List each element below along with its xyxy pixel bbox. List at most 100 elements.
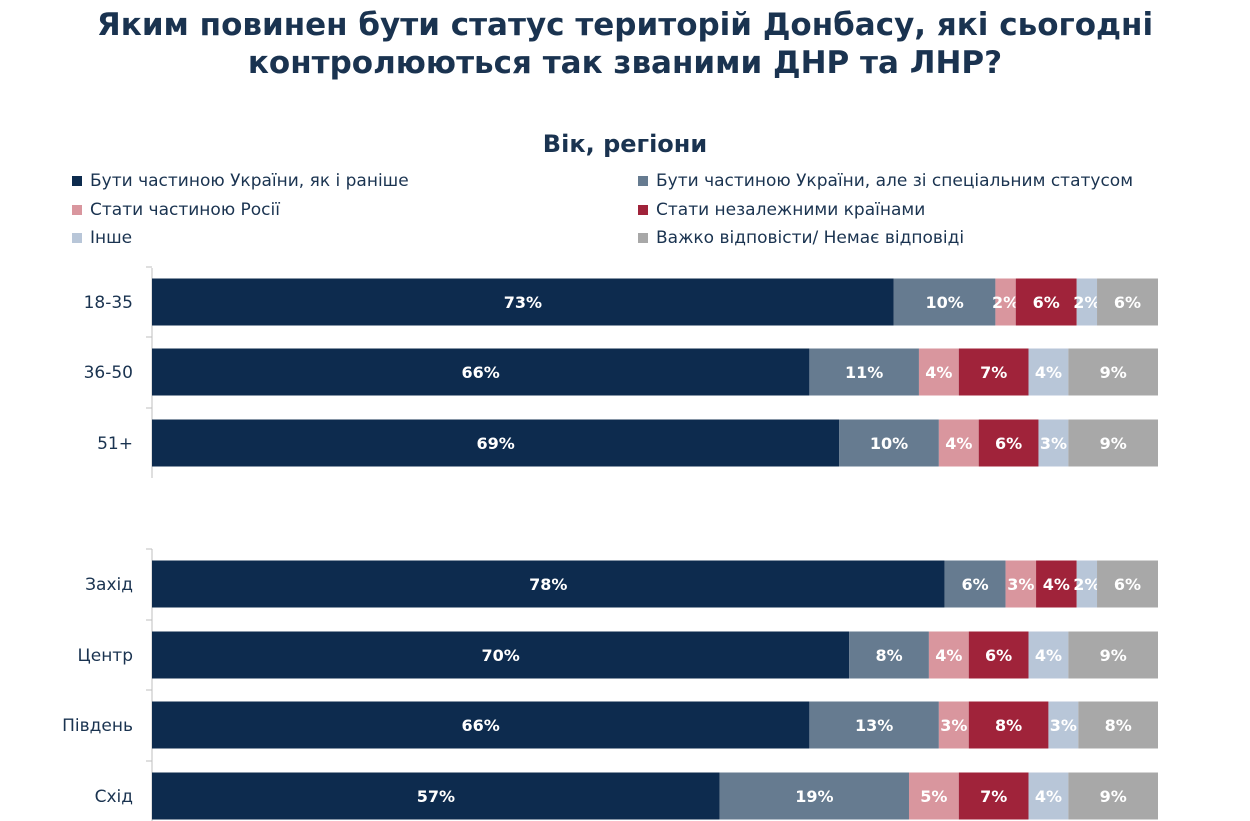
data-label: 9% xyxy=(1100,646,1127,665)
bar-segment xyxy=(1097,560,1158,608)
data-label: 4% xyxy=(1043,575,1070,594)
legend-label: Стати незалежними країнами xyxy=(656,200,926,220)
chart-subtitle: Вік, регіони xyxy=(542,130,708,158)
bar-segment xyxy=(1028,348,1069,396)
data-label: 5% xyxy=(920,787,947,806)
data-label: 4% xyxy=(935,646,962,665)
legend-label: Важко відповісти/ Немає відповіді xyxy=(656,228,965,248)
data-label: 66% xyxy=(462,716,500,735)
bar-segment xyxy=(849,631,929,679)
category-label: Центр xyxy=(78,646,133,666)
data-label: 4% xyxy=(925,363,952,382)
data-label: 10% xyxy=(925,293,963,312)
bar-segment xyxy=(1097,278,1158,326)
data-label: 57% xyxy=(417,787,455,806)
bar-segment xyxy=(968,631,1029,679)
data-label: 4% xyxy=(1035,646,1062,665)
legend-label: Бути частиною України, але зі спеціальни… xyxy=(656,171,1134,191)
bar-segment xyxy=(918,348,959,396)
bar-segment xyxy=(152,701,810,749)
legend-label: Інше xyxy=(90,228,133,248)
data-label: 6% xyxy=(1114,293,1141,312)
bar-segment xyxy=(809,348,919,396)
legend-swatch xyxy=(72,205,82,215)
data-label: 3% xyxy=(1050,716,1077,735)
bar-segment xyxy=(1068,631,1158,679)
category-label: 51+ xyxy=(97,434,133,454)
bar-segment xyxy=(152,560,945,608)
data-label: 8% xyxy=(875,646,902,665)
data-label: 8% xyxy=(1105,716,1132,735)
data-label: 8% xyxy=(995,716,1022,735)
data-label: 11% xyxy=(845,363,883,382)
bar-segment xyxy=(1036,560,1077,608)
bar-segment xyxy=(978,419,1039,467)
data-label: 4% xyxy=(1035,787,1062,806)
bar-segment xyxy=(1015,278,1077,326)
data-label: 7% xyxy=(980,787,1007,806)
legend-swatch xyxy=(72,233,82,243)
category-label: 18-35 xyxy=(84,293,133,313)
data-label: 9% xyxy=(1100,434,1127,453)
legend-swatch xyxy=(638,205,648,215)
data-label: 4% xyxy=(945,434,972,453)
data-label: 9% xyxy=(1100,363,1127,382)
data-label: 19% xyxy=(795,787,833,806)
bar-segment xyxy=(1005,560,1037,608)
data-label: 6% xyxy=(985,646,1012,665)
bar-segment xyxy=(152,348,810,396)
data-label: 6% xyxy=(962,575,989,594)
bar-segment xyxy=(1048,701,1079,749)
bar-segment xyxy=(1068,348,1158,396)
data-label: 7% xyxy=(980,363,1007,382)
bar-segment xyxy=(1076,560,1098,608)
bar-segment xyxy=(1038,419,1069,467)
data-label: 69% xyxy=(476,434,514,453)
chart-title: Яким повинен бути статус територій Донба… xyxy=(0,6,1250,82)
legend-label: Бути частиною України, як і раніше xyxy=(90,171,409,191)
data-label: 6% xyxy=(995,434,1022,453)
data-label: 3% xyxy=(1007,575,1034,594)
bar-segment xyxy=(1076,278,1098,326)
data-label: 10% xyxy=(870,434,908,453)
legend-swatch xyxy=(638,233,648,243)
data-label: 3% xyxy=(1040,434,1067,453)
data-label: 2% xyxy=(1073,575,1100,594)
legend-item-1: Бути частиною України, як і раніше xyxy=(72,171,409,191)
bar-segment xyxy=(928,631,969,679)
legend-item-5: Інше xyxy=(72,228,132,248)
legend-item-4: Стати незалежними країнами xyxy=(638,200,925,220)
bar-segment xyxy=(809,701,939,749)
data-label: 73% xyxy=(504,293,542,312)
data-label: 3% xyxy=(940,716,967,735)
legend-item-2: Бути частиною України, але зі спеціальни… xyxy=(638,171,1133,191)
bar-segment xyxy=(719,772,909,820)
bar-segment xyxy=(1028,631,1069,679)
category-label: Південь xyxy=(62,716,133,736)
bar-segment xyxy=(944,560,1006,608)
bar-segment xyxy=(958,772,1029,820)
bar-segment xyxy=(938,419,979,467)
bar-segment xyxy=(938,701,969,749)
bar-segment xyxy=(995,278,1016,326)
data-label: 70% xyxy=(481,646,519,665)
category-label: Захід xyxy=(85,575,133,595)
bar-segment xyxy=(1078,701,1158,749)
legend-item-6: Важко відповісти/ Немає відповіді xyxy=(638,228,964,248)
data-label: 6% xyxy=(1033,293,1060,312)
bar-segment xyxy=(893,278,996,326)
bar-segment xyxy=(908,772,959,820)
bar-segment xyxy=(152,772,720,820)
bar-segment xyxy=(958,348,1029,396)
bar-segment xyxy=(1068,419,1158,467)
chart-title-line-1: Яким повинен бути статус територій Донба… xyxy=(96,7,1154,43)
data-label: 9% xyxy=(1100,787,1127,806)
bar-segment xyxy=(1068,772,1158,820)
bar-segment xyxy=(152,419,840,467)
data-label: 2% xyxy=(1073,293,1100,312)
data-label: 2% xyxy=(992,293,1019,312)
bar-segment xyxy=(152,278,894,326)
bar-segment xyxy=(839,419,939,467)
data-label: 4% xyxy=(1035,363,1062,382)
